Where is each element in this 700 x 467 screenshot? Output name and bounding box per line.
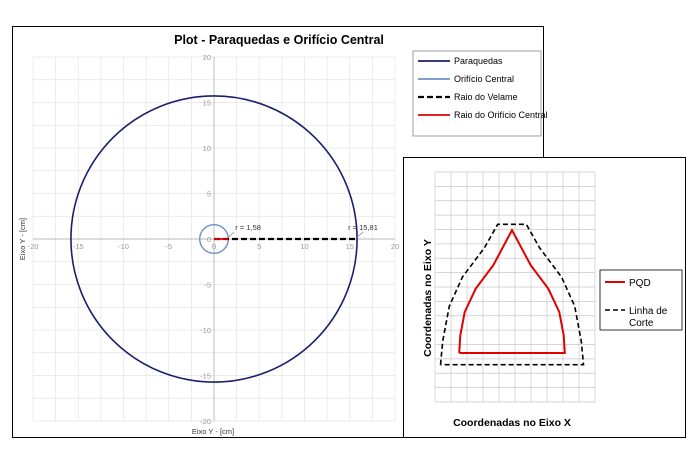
inset-chart-svg: Coordenadas no Eixo X Coordenadas no Eix… — [422, 171, 683, 429]
main-y-tick-labels: 20 15 10 5 0 -5 -10 -15 -20 — [200, 53, 211, 426]
main-legend: Paraquedas Orifício Central Raio do Velame… — [412, 50, 548, 137]
inset-legend-box — [599, 269, 683, 331]
inset-series-line-1 — [439, 223, 585, 366]
main-annotation-leader — [227, 231, 235, 239]
main-x-tick-label: 20 — [391, 242, 399, 251]
inset-y-axis-title: Coordenadas no Eixo Y — [422, 239, 434, 357]
main-annotation-leader — [355, 231, 364, 239]
main-legend-label: Orifício Central — [454, 74, 514, 84]
main-x-tick-label: -10 — [118, 242, 129, 251]
main-annotation-label: r = 15,81 — [348, 223, 378, 232]
inset-legend: PQD Linha de Corte — [599, 269, 683, 331]
main-y-axis-title: Eixo Y - [cm] — [18, 218, 27, 260]
main-y-tick-label: 0 — [207, 235, 211, 244]
main-chart-svg: Plot - Paraquedas e Orifício Central -20… — [18, 33, 548, 436]
main-y-tick-label: -10 — [200, 326, 211, 335]
inset-x-axis-title: Coordenadas no Eixo X — [453, 417, 571, 429]
main-x-tick-label: -5 — [165, 242, 172, 251]
main-y-tick-label: -5 — [204, 281, 211, 290]
main-legend-label: Paraquedas — [454, 56, 503, 66]
inset-series — [439, 223, 585, 366]
inset-grid — [434, 171, 596, 403]
main-x-tick-label: 10 — [300, 242, 308, 251]
main-x-axis-title: Eixo Y - [cm] — [192, 427, 234, 436]
main-x-tick-label: -15 — [73, 242, 84, 251]
main-legend-box — [412, 50, 542, 137]
main-legend-label: Raio do Orifício Central — [454, 110, 548, 120]
main-legend-label: Raio do Velame — [454, 92, 518, 102]
main-y-tick-label: 5 — [207, 190, 211, 199]
main-y-tick-label: 15 — [203, 99, 211, 108]
main-x-tick-label: 5 — [257, 242, 261, 251]
inset-legend-label: Linha de Corte — [629, 306, 668, 329]
inset-chart-panel: Coordenadas no Eixo X Coordenadas no Eix… — [403, 157, 686, 438]
main-y-tick-label: 20 — [203, 53, 211, 62]
inset-series-line-0 — [458, 228, 566, 354]
main-annotation-label: r = 1,58 — [235, 223, 261, 232]
main-x-tick-label: 0 — [212, 242, 216, 251]
main-x-tick-label: 15 — [346, 242, 354, 251]
main-series-circle-0 — [70, 95, 358, 383]
main-y-tick-label: -15 — [200, 372, 211, 381]
main-chart-title: Plot - Paraquedas e Orifício Central — [174, 33, 384, 47]
main-x-tick-labels: -20 -15 -10 -5 0 5 10 15 20 — [28, 242, 400, 251]
main-y-tick-label: -20 — [200, 417, 211, 426]
main-annotations: r = 1,58 r = 15,81 — [227, 223, 378, 239]
main-series — [70, 95, 358, 383]
main-y-tick-label: 10 — [203, 144, 211, 153]
inset-legend-label: PQD — [629, 278, 651, 289]
main-x-tick-label: -20 — [28, 242, 39, 251]
